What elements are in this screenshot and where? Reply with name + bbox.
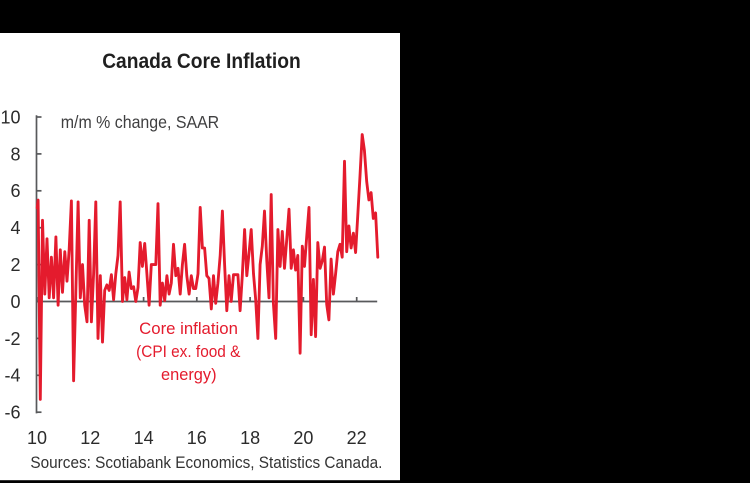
svg-text:2: 2 [10,255,20,275]
svg-text:16: 16 [187,428,207,448]
svg-text:8: 8 [10,144,20,164]
svg-text:0: 0 [10,292,20,312]
svg-text:6: 6 [10,181,20,201]
svg-text:-6: -6 [4,403,20,423]
svg-text:10: 10 [0,107,20,127]
svg-text:20: 20 [293,428,313,448]
svg-text:-2: -2 [4,329,20,349]
svg-text:Canada Core Inflation: Canada Core Inflation [102,49,301,73]
svg-text:-4: -4 [4,366,20,386]
svg-text:12: 12 [80,428,100,448]
svg-text:energy): energy) [161,366,217,384]
svg-text:4: 4 [10,218,20,238]
svg-text:Sources: Scotiabank Economics,: Sources: Scotiabank Economics, Statistic… [30,453,382,472]
svg-text:m/m % change, SAAR: m/m % change, SAAR [61,112,219,132]
svg-text:18: 18 [240,428,260,448]
svg-text:10: 10 [27,428,47,448]
svg-text:14: 14 [134,428,154,448]
svg-text:Core inflation: Core inflation [139,320,238,338]
svg-text:22: 22 [347,428,367,448]
svg-text:(CPI ex. food &: (CPI ex. food & [136,343,240,361]
